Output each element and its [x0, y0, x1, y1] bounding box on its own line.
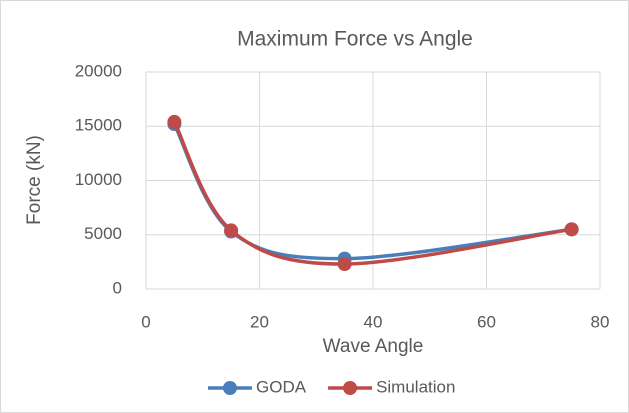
chart-title: Maximum Force vs Angle: [237, 28, 473, 51]
y-tick-label: 20000: [75, 61, 122, 80]
x-axis-label: Wave Angle: [323, 336, 424, 357]
x-tick-label: 20: [250, 312, 269, 331]
series-line: [172, 121, 572, 266]
legend-marker: [223, 381, 237, 395]
y-tick-label: 0: [113, 278, 122, 297]
x-tick-label: 40: [364, 312, 383, 331]
y-tick-label: 10000: [75, 170, 122, 189]
data-point: [167, 114, 182, 129]
y-axis-label: Force (kN): [24, 135, 45, 225]
data-point: [564, 222, 579, 237]
x-tick-label: 0: [141, 312, 150, 331]
x-tick-label: 80: [591, 312, 610, 331]
legend-label: GODA: [256, 377, 307, 396]
legend-label: Simulation: [376, 377, 455, 396]
x-tick-label: 60: [477, 312, 496, 331]
y-tick-label: 15000: [75, 116, 122, 135]
data-point: [337, 257, 352, 272]
legend-marker: [343, 381, 358, 395]
data-point: [224, 223, 239, 238]
y-tick-label: 5000: [84, 224, 122, 243]
